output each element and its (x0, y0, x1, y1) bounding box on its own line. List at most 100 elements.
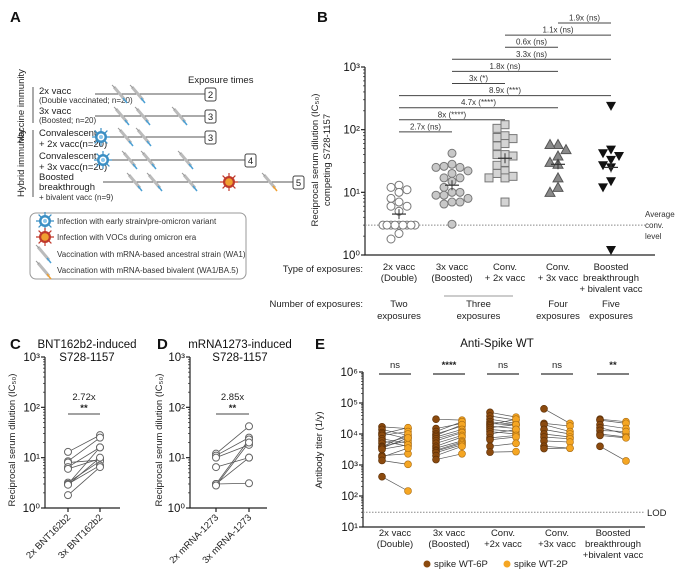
panel-a: A Exposure times Vaccine immunity Hybrid… (10, 9, 305, 281)
reference-line-label: level (645, 232, 662, 241)
data-point (598, 183, 608, 193)
row-sublabel: (Boosted; n=20) (39, 116, 96, 125)
pair-line (67, 437, 101, 462)
significance-label: ** (229, 403, 237, 414)
pair-line (381, 429, 409, 436)
category-label: breakthrough (583, 273, 639, 284)
comparison-label: 8.9x (***) (489, 86, 521, 95)
pair-line (215, 425, 250, 454)
y-tick-label: 10³ (23, 352, 40, 364)
pair-line (543, 423, 571, 427)
data-point-2p (404, 434, 412, 442)
pair-line (381, 460, 409, 465)
pair-line (381, 440, 409, 447)
chart-title: BNT162b2-induced (37, 339, 136, 351)
data-point (386, 201, 396, 211)
pair-line (215, 437, 250, 456)
virus-blue-icon (91, 127, 111, 147)
pair-line (67, 460, 101, 483)
row-label: Boosted (39, 172, 74, 183)
virus-red-icon (219, 172, 239, 192)
panel-letter-e: E (315, 336, 325, 353)
data-point (439, 199, 449, 209)
data-point-6p (486, 448, 494, 456)
category-label: 3x vacc (433, 528, 465, 539)
comparison-label: 0.6x (ns) (516, 38, 547, 47)
data-point (500, 131, 510, 141)
significance-label: ** (80, 403, 88, 414)
pair-line (435, 421, 463, 432)
fold-change-label: 2.72x (72, 392, 95, 403)
significance-label: **** (442, 360, 457, 371)
data-point (439, 161, 449, 171)
exposure-group-label: Three (466, 299, 491, 310)
pair-line (489, 429, 517, 432)
exposure-group-label: Five (602, 299, 620, 310)
data-point (455, 162, 465, 172)
data-point (598, 149, 608, 159)
panel-letter-c: C (10, 336, 21, 353)
pair-line (381, 444, 409, 450)
pair-line (381, 437, 409, 449)
data-point (606, 145, 616, 155)
data-point (544, 138, 556, 149)
data-point (64, 464, 72, 473)
category-label: Conv. (546, 262, 570, 273)
pair-line (599, 446, 627, 462)
chart-title: S728-1157 (59, 352, 114, 364)
pair-line (381, 447, 409, 458)
y-axis-label: competing S728-1157 (322, 114, 333, 206)
comparison-label: 3.3x (ns) (516, 50, 547, 59)
row-sublabel: + bivalent vacc (n=9) (39, 193, 114, 202)
legend-e: spike WT-6P spike WT-2P (423, 559, 568, 570)
comparison-label: 1.1x (ns) (542, 26, 573, 35)
virus-red-icon (35, 227, 55, 247)
y-tick-label: 10² (341, 491, 358, 503)
legend-a: Infection with early strain/pre-omicron … (29, 211, 247, 281)
pair-line (489, 435, 517, 439)
significance-label: ** (609, 360, 617, 371)
pair-line (489, 418, 517, 424)
data-point-6p (540, 444, 548, 453)
panel-e: E Anti-Spike WT Antibody titer (1/y) spi… (314, 336, 667, 570)
data-point (492, 168, 502, 178)
panel-letter-b: B (317, 9, 328, 26)
data-point-6p (378, 445, 386, 454)
data-point (212, 463, 220, 472)
y-axis-label: Reciprocal serum dilution (IC₅₀) (7, 374, 18, 507)
data-point (492, 150, 502, 160)
category-label: breakthrough (585, 539, 641, 550)
data-point (406, 220, 416, 230)
data-point (386, 234, 396, 244)
pair-line (435, 436, 463, 447)
comparison-label: 1.8x (ns) (489, 62, 520, 71)
data-point (606, 177, 616, 187)
y-tick-label: 10⁴ (340, 429, 358, 441)
row-sublabel: breakthrough (39, 182, 95, 193)
pair-line (489, 436, 517, 441)
legend-label: spike WT-6P (434, 559, 488, 570)
data-point (386, 193, 396, 203)
exposure-group-label: Four (548, 299, 568, 310)
row-2x-vacc: 2x vacc (Double vaccinated; n=20) 2 (39, 83, 217, 105)
pair-line (489, 425, 517, 429)
pair-line (489, 418, 517, 426)
pair-line (67, 466, 101, 496)
data-point (606, 101, 616, 111)
exposure-group-label: exposures (589, 311, 633, 322)
data-point (492, 160, 502, 170)
data-point (447, 159, 457, 169)
pair-line (435, 440, 463, 449)
data-point (96, 443, 104, 452)
pair-line (599, 418, 627, 423)
data-point (552, 181, 564, 192)
data-point-2p (404, 460, 412, 469)
row-conv-2x: Convalescent + 2x vacc(n=20) 3 (39, 126, 217, 150)
category-label: (Boosted) (428, 539, 469, 550)
category-label: 2x vacc (383, 262, 415, 273)
data-point (245, 479, 253, 488)
data-point (552, 138, 564, 149)
comparison-label: 1.9x (ns) (569, 14, 600, 23)
significance-label: ns (552, 360, 562, 371)
data-point-2p (512, 447, 520, 456)
